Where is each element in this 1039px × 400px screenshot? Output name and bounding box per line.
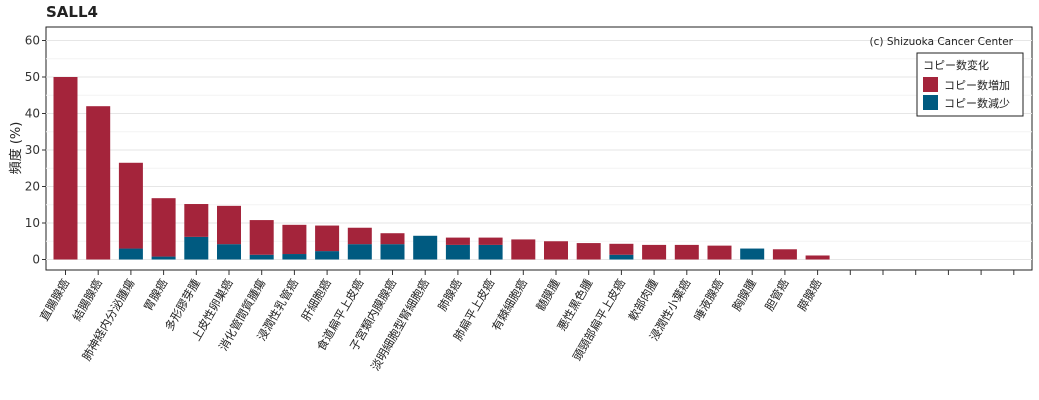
bar-loss xyxy=(217,244,241,260)
x-tick-label: 肝細胞癌 xyxy=(299,276,334,323)
bar-loss xyxy=(151,256,176,260)
bar-gain xyxy=(217,205,241,245)
bar-gain xyxy=(609,243,634,255)
x-tick-label: 直腸腺癌 xyxy=(37,276,72,323)
bar-gain xyxy=(53,77,78,260)
y-tick-label: 40 xyxy=(25,107,40,121)
y-axis-ticks: 0 10 20 30 40 50 60 xyxy=(25,34,46,267)
x-tick-label: 胸腺腫 xyxy=(729,276,759,313)
bar-gain xyxy=(249,220,274,255)
bar-gain xyxy=(674,244,699,260)
bar-loss xyxy=(478,244,503,260)
legend: コピー数変化 コピー数増加 コピー数減少 xyxy=(916,52,1024,117)
x-tick-label: 肺腺癌 xyxy=(435,276,465,313)
x-tick-label: 胃腺癌 xyxy=(141,276,171,313)
bar-loss xyxy=(740,248,765,260)
bar-gain xyxy=(282,224,307,255)
bar-loss xyxy=(315,251,340,260)
bar-gain xyxy=(544,241,568,260)
bar-gain xyxy=(707,245,732,260)
bar-gain xyxy=(445,237,470,245)
x-tick-label: 髄膜腫 xyxy=(533,276,563,313)
legend-label-loss: コピー数減少 xyxy=(944,96,1010,110)
bar-gain xyxy=(151,198,176,257)
bar-loss xyxy=(380,244,405,260)
bar-gain xyxy=(511,239,536,260)
plot-area xyxy=(45,26,1033,271)
x-tick-label: 軟部肉腫 xyxy=(626,276,661,323)
legend-swatch-gain xyxy=(923,77,938,92)
bar-loss xyxy=(282,254,307,260)
y-tick-label: 20 xyxy=(25,180,40,194)
y-tick-label: 10 xyxy=(25,216,40,230)
y-tick-label: 30 xyxy=(25,143,40,157)
legend-title: コピー数変化 xyxy=(923,58,989,72)
bar-loss xyxy=(609,254,634,260)
y-tick-label: 50 xyxy=(25,70,40,84)
y-axis-label: 頻度 (%) xyxy=(8,122,24,175)
bar-loss xyxy=(184,236,209,260)
bar-gain xyxy=(772,249,797,260)
legend-swatch-loss xyxy=(923,95,938,110)
y-tick-label: 0 xyxy=(32,253,40,267)
bar-gain xyxy=(380,233,405,245)
credit-text: (c) Shizuoka Cancer Center xyxy=(870,36,1014,48)
bar-loss xyxy=(347,244,372,260)
x-tick-label: 胆管癌 xyxy=(762,276,792,313)
bar-gain xyxy=(805,255,830,260)
chart-title: SALL4 xyxy=(46,3,98,21)
bar-loss xyxy=(413,235,438,260)
x-tick-label: 唾液腺癌 xyxy=(691,276,726,323)
grid-lines xyxy=(46,40,1032,260)
x-tick-label: 結腸腺癌 xyxy=(70,276,105,323)
legend-label-gain: コピー数増加 xyxy=(944,79,1010,92)
x-tick-label: 淡明細胞型腎細胞癌 xyxy=(368,276,432,373)
bar-gain xyxy=(576,243,601,260)
bars xyxy=(53,77,830,260)
bar-loss xyxy=(445,244,470,260)
bar-gain xyxy=(118,162,143,249)
y-tick-label: 60 xyxy=(25,34,40,48)
bar-loss xyxy=(118,248,143,260)
bar-gain xyxy=(315,225,340,252)
bar-gain xyxy=(184,204,209,237)
bar-gain xyxy=(478,237,503,245)
bar-gain xyxy=(347,227,372,245)
bar-loss xyxy=(249,254,274,260)
bar-gain xyxy=(642,244,667,260)
bar-gain xyxy=(86,106,111,260)
x-tick-label: 膵腺癌 xyxy=(795,276,825,313)
